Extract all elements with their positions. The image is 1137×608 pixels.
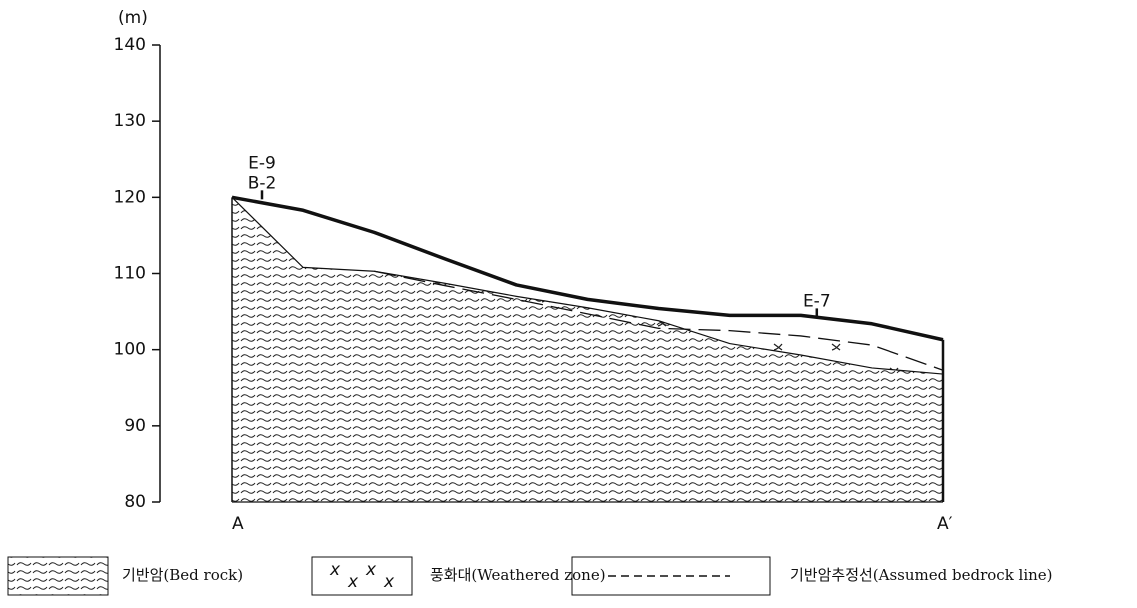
y-tick-label: 120 <box>114 187 146 207</box>
legend-swatch <box>312 557 412 595</box>
legend: 기반암(Bed rock) x x x x 풍화대(Weathered zone… <box>8 557 1053 595</box>
y-tick-label: 80 <box>124 492 146 512</box>
y-tick-label: 100 <box>114 340 146 360</box>
annotation: E-9 <box>248 153 276 173</box>
y-axis-label: (m) <box>118 8 148 28</box>
legend-label: 기반암(Bed rock) <box>122 566 243 584</box>
legend-symbol: x <box>347 572 359 592</box>
legend-swatch <box>8 557 108 595</box>
y-tick-label: 130 <box>114 111 146 131</box>
page: {"chart_data": {"type": "profile", "y_la… <box>0 0 1137 608</box>
legend-symbol: x <box>365 560 377 580</box>
legend-label: 풍화대(Weathered zone) <box>430 566 606 584</box>
annotation: B-2 <box>248 173 277 193</box>
legend-label: 기반암추정선(Assumed bedrock line) <box>790 566 1053 584</box>
y-tick-label: 90 <box>124 416 146 436</box>
chart: (m) 기반암(Bed rock) x x x x 풍화대(Weathered … <box>0 0 1137 608</box>
legend-symbol: x <box>383 572 395 592</box>
legend-symbol: x <box>329 560 341 580</box>
x-tick-label: A′ <box>937 514 953 534</box>
y-tick-label: 110 <box>114 264 146 284</box>
x-tick-label: A <box>232 514 244 534</box>
y-tick-label: 140 <box>114 35 146 55</box>
